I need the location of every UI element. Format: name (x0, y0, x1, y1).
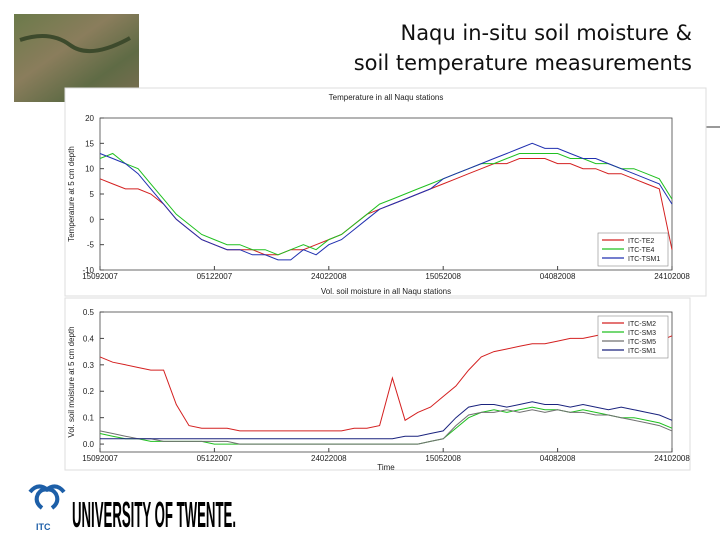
y-axis-label: Vol. soil moisture at 5 cm depth (67, 326, 76, 437)
logo-name: UNIVERSITY OF TWENTE. (72, 494, 236, 535)
y-tick-label: 0.4 (83, 334, 95, 343)
y-tick-label: -10 (82, 266, 94, 275)
y-tick-label: 15 (85, 139, 94, 148)
y-tick-label: 0.3 (83, 361, 95, 370)
x-tick-label: 24022008 (311, 272, 347, 281)
y-tick-label: 0.5 (83, 308, 95, 317)
y-tick-label: 0.1 (83, 414, 95, 423)
legend-label: ITC-TSM1 (628, 256, 660, 263)
itc-logo: ITC UNIVERSITY OF TWENTE. (28, 484, 236, 535)
plot-frame (99, 311, 673, 453)
x-tick-label: 05122007 (197, 454, 233, 463)
title-line: soil temperature measurements (353, 51, 692, 75)
legend-label: ITC-TE4 (628, 247, 655, 254)
y-tick-label: 20 (85, 114, 94, 123)
image-detail (19, 34, 131, 54)
y-tick-label: 0.2 (83, 387, 95, 396)
x-tick-label: 15092007 (82, 272, 118, 281)
x-tick-label: 24102008 (654, 454, 690, 463)
y-tick-label: -5 (87, 241, 95, 250)
x-tick-label: 04082008 (540, 454, 576, 463)
x-tick-label: 24022008 (311, 454, 347, 463)
y-tick-label: 0.0 (83, 440, 95, 449)
y-tick-label: 5 (90, 190, 95, 199)
series-line (100, 401, 673, 440)
x-tick-label: 15052008 (425, 454, 461, 463)
logo-abbr: ITC (36, 522, 51, 532)
x-tick-label: 05122007 (197, 272, 233, 281)
x-tick-label: 15052008 (425, 272, 461, 281)
chart-title: Temperature in all Naqu stations (329, 93, 444, 102)
legend-label: ITC-TE2 (628, 238, 655, 245)
x-axis-label: Time (377, 463, 395, 472)
satellite-image (14, 14, 139, 102)
chart-title: Vol. soil moisture in all Naqu stations (321, 287, 451, 296)
series-line (99, 142, 673, 261)
y-axis-label: Temperature at 5 cm depth (67, 146, 76, 242)
y-tick-label: 10 (85, 165, 94, 174)
title-line: Naqu in-situ soil moisture & (400, 21, 692, 45)
legend-label: ITC-SM1 (628, 348, 656, 355)
x-tick-label: 04082008 (540, 272, 576, 281)
series-line (99, 152, 673, 256)
y-tick-label: 0 (90, 215, 95, 224)
legend-label: ITC-SM3 (628, 330, 656, 337)
x-tick-label: 24102008 (654, 272, 690, 281)
series-line (99, 332, 673, 432)
x-tick-label: 15092007 (82, 454, 118, 463)
legend-label: ITC-SM2 (628, 321, 656, 328)
legend-label: ITC-SM5 (628, 339, 656, 346)
slide-title: Naqu in-situ soil moisture & soil temper… (192, 18, 692, 78)
series-line (99, 409, 673, 445)
